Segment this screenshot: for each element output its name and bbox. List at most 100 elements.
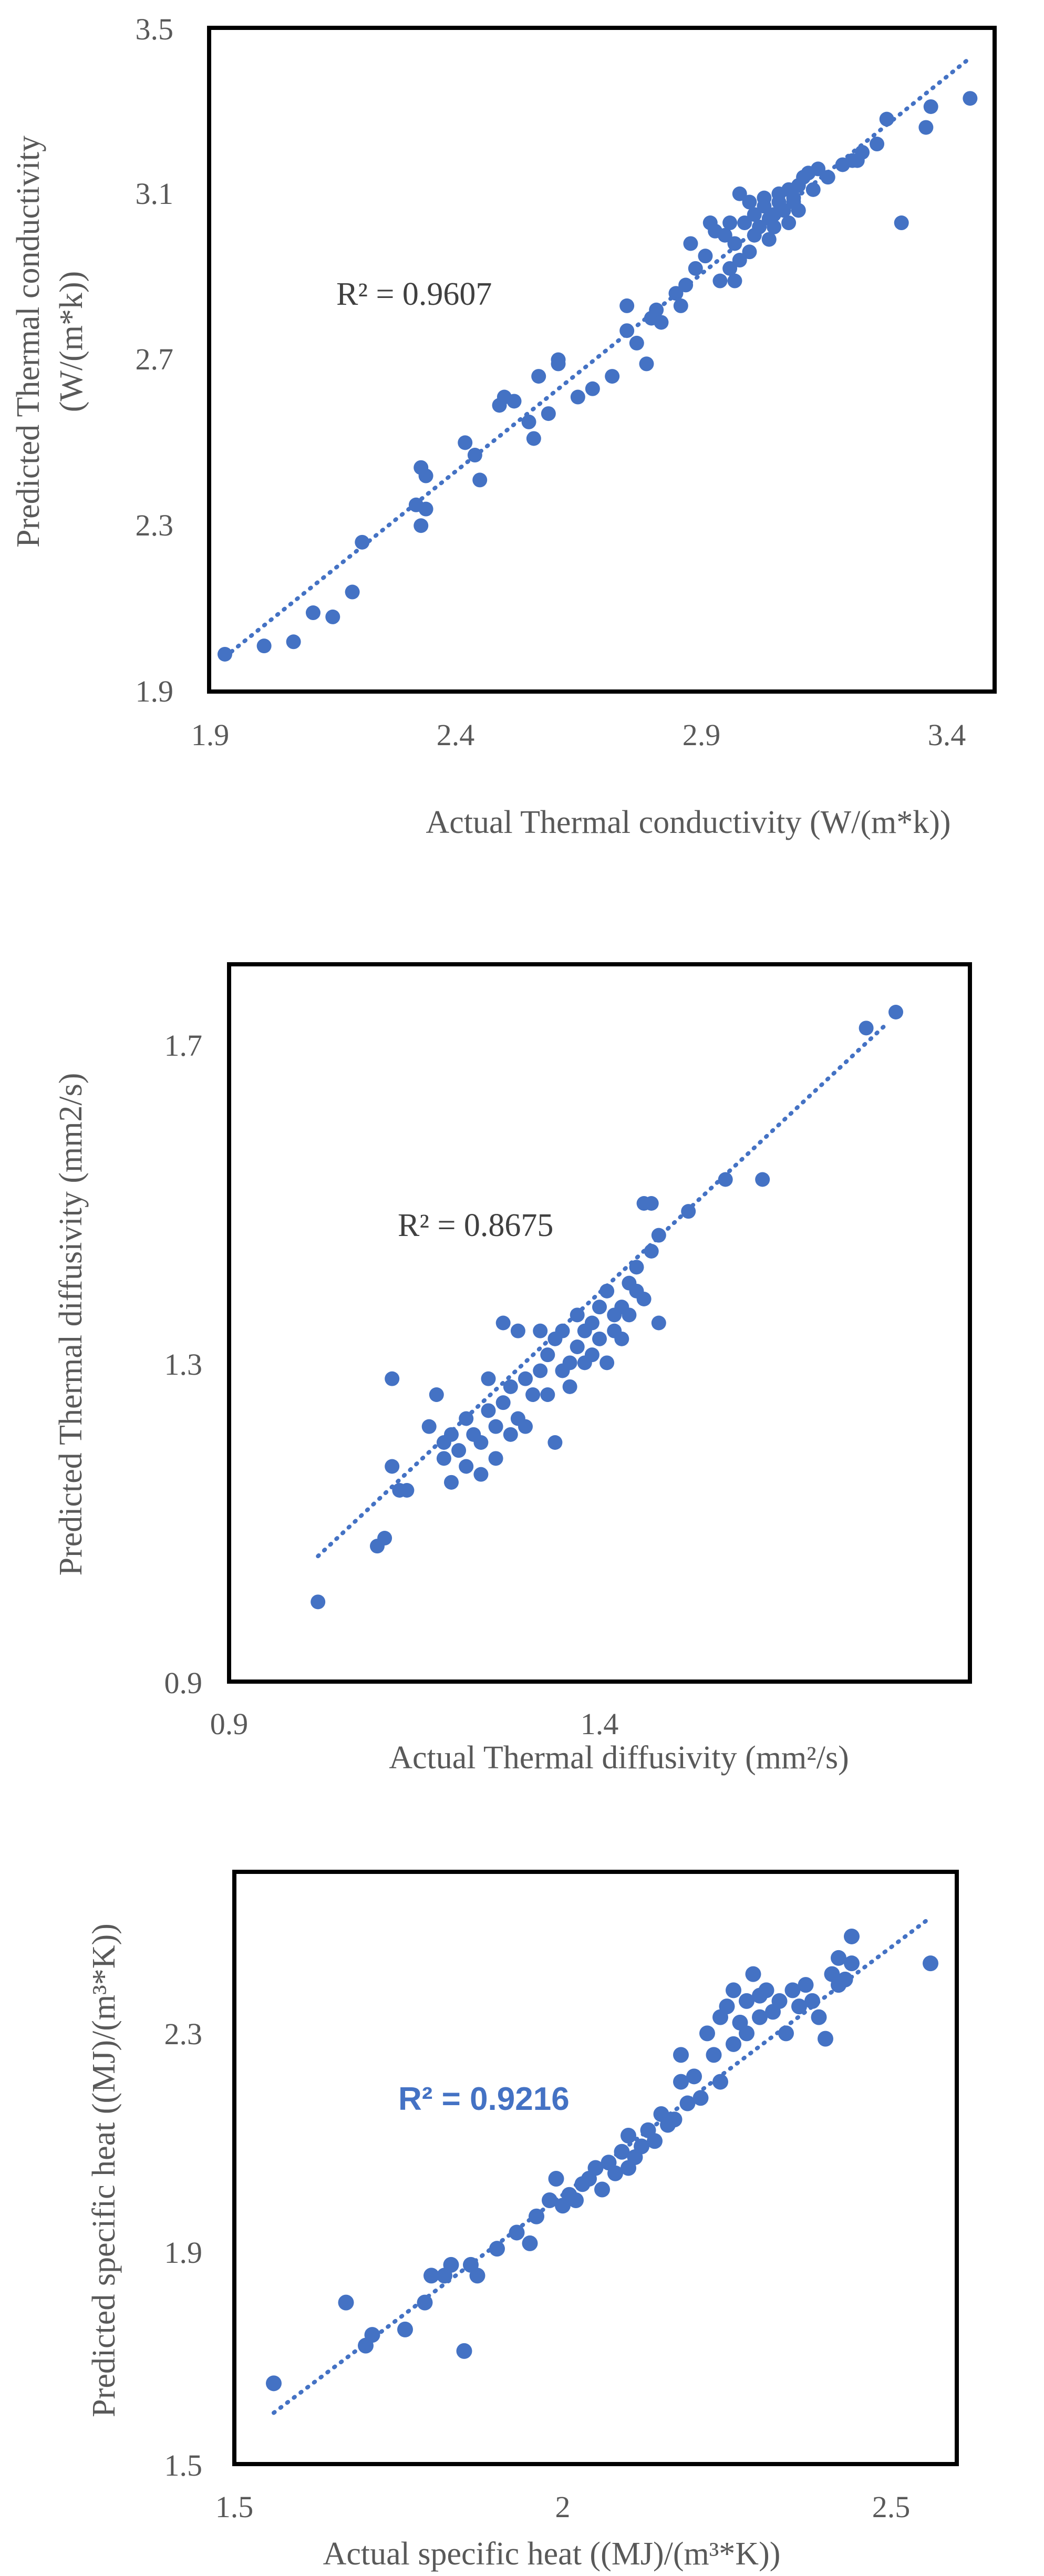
r2-label-conductivity: R² = 0.9607 (336, 276, 492, 312)
data-point (804, 1993, 820, 2009)
data-point (397, 2321, 413, 2337)
data-point (605, 369, 620, 384)
data-point (599, 1355, 615, 1371)
x-tick-label: 1.9 (191, 718, 230, 752)
data-point (784, 1982, 801, 1998)
data-point (776, 203, 791, 218)
data-point (533, 1363, 548, 1378)
tick-labels-conductivity: 1.9 2.4 2.9 3.4 1.9 2.3 2.7 3.1 3.5 (136, 12, 966, 752)
data-point (414, 518, 429, 533)
data-point (481, 1371, 496, 1386)
data-point (518, 1419, 533, 1434)
data-point (619, 298, 635, 313)
data-point (673, 2074, 689, 2090)
data-point (533, 1323, 548, 1338)
data-point (761, 232, 777, 247)
data-point (503, 1427, 518, 1442)
data-point (495, 1395, 511, 1410)
data-point (686, 2068, 702, 2085)
data-point (458, 435, 473, 450)
data-point (587, 2160, 604, 2176)
data-point (562, 1379, 577, 1394)
y-tick-label: 3.1 (136, 177, 174, 211)
data-point (644, 1244, 659, 1259)
y-axis-title-conductivity-line1: Predicted Thermal conductivity (11, 136, 46, 548)
data-point (727, 273, 742, 288)
data-point (451, 1443, 467, 1458)
data-point (305, 605, 321, 621)
data-point (781, 215, 797, 231)
data-point (417, 2294, 433, 2311)
data-point (673, 298, 688, 313)
data-point (651, 1315, 666, 1331)
data-point (525, 1387, 541, 1402)
data-point (639, 356, 654, 372)
data-point (529, 2208, 544, 2224)
data-point (818, 2031, 833, 2047)
data-point (844, 1928, 860, 1944)
data-point (654, 315, 669, 330)
plot-area-conductivity (207, 26, 997, 694)
marks-specific-heat (266, 1915, 938, 2415)
data-point (547, 1435, 563, 1450)
data-point (325, 609, 340, 624)
data-point (778, 2025, 794, 2042)
data-point (507, 394, 522, 409)
data-point (522, 2235, 538, 2251)
data-point (472, 472, 488, 488)
data-point (459, 1459, 474, 1474)
x-tick-label: 3.4 (928, 718, 966, 752)
data-point (629, 1260, 644, 1275)
data-point (758, 1982, 774, 1998)
y-tick-label: 3.5 (136, 12, 174, 46)
data-point (923, 99, 938, 114)
data-point (666, 2111, 683, 2128)
data-point (607, 2165, 623, 2181)
x-tick-label: 2.9 (683, 718, 721, 752)
data-point (963, 91, 978, 106)
data-point (742, 194, 757, 210)
data-point (542, 2192, 557, 2208)
data-point (584, 1347, 599, 1363)
data-point (726, 1982, 741, 1998)
r2-label-diffusivity: R² = 0.8675 (398, 1208, 553, 1243)
data-point (521, 414, 536, 429)
data-point (584, 1315, 599, 1331)
data-point (831, 1950, 846, 1966)
data-point (732, 253, 747, 268)
data-point (570, 389, 585, 405)
data-point (469, 2268, 485, 2284)
data-point (444, 1427, 459, 1442)
data-point (791, 1998, 807, 2015)
data-point (668, 286, 684, 301)
data-point (495, 1315, 511, 1331)
data-point (540, 1347, 555, 1363)
data-point (771, 1993, 788, 2009)
data-point (562, 1355, 577, 1371)
data-point (421, 1419, 437, 1434)
data-point (443, 2256, 459, 2273)
data-point (837, 1971, 853, 1987)
y-tick-label: 1.9 (136, 674, 174, 708)
data-point (385, 1459, 400, 1474)
data-point (737, 215, 752, 231)
data-point (786, 190, 801, 205)
data-point (692, 2090, 709, 2106)
data-point (338, 2294, 354, 2311)
data-point (791, 203, 806, 218)
y-tick-label: 1.9 (164, 2235, 203, 2270)
data-point (399, 1483, 415, 1498)
data-point (727, 236, 742, 251)
data-point (489, 2241, 505, 2257)
data-point (805, 182, 821, 197)
data-point (488, 1419, 503, 1434)
x-axis-title-diffusivity: Actual Thermal diffusivity (mm²/s) (389, 1740, 849, 1776)
data-point (811, 2009, 827, 2025)
data-point (644, 1196, 659, 1211)
data-point (745, 1966, 761, 1982)
data-point (473, 1435, 489, 1450)
data-point (622, 1307, 637, 1323)
data-point (636, 1292, 652, 1306)
data-point (798, 1977, 814, 1993)
